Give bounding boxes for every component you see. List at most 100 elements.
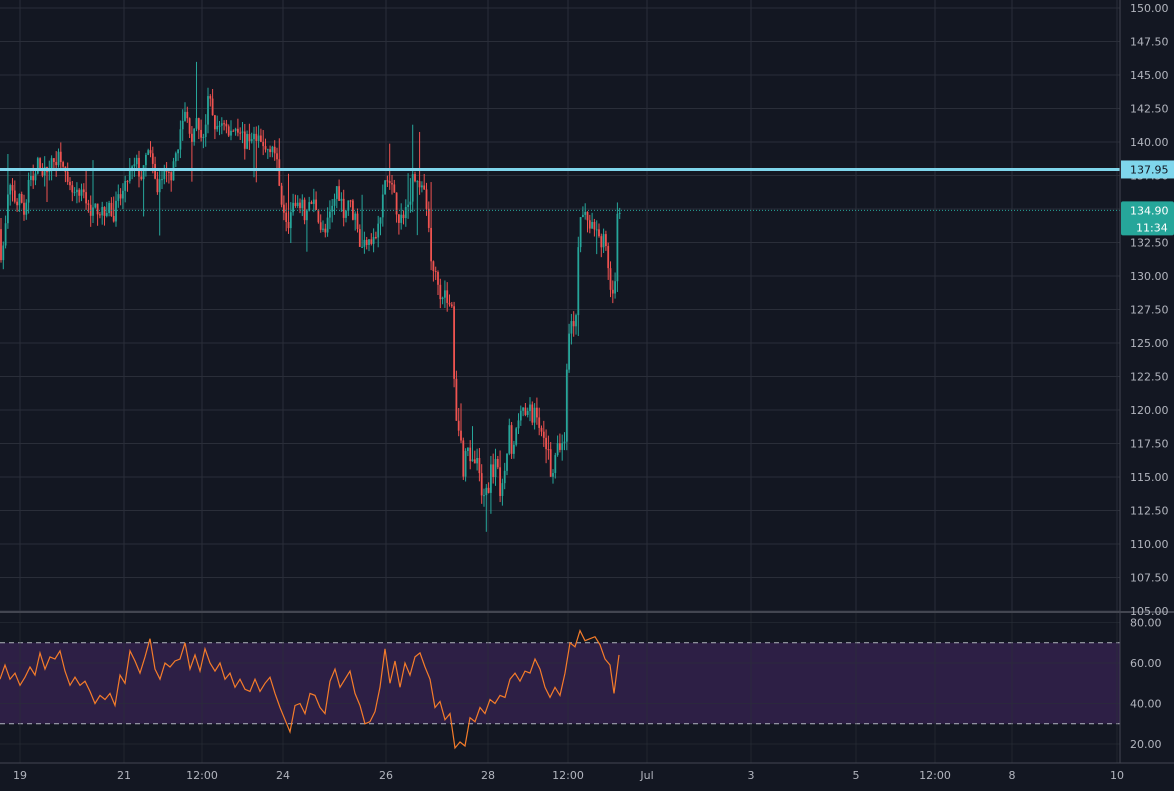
candle-body <box>467 447 469 451</box>
candle-body <box>529 404 531 412</box>
candle-body <box>448 302 451 305</box>
candle-body <box>105 213 108 216</box>
price-tick-label: 107.50 <box>1130 572 1169 585</box>
candle-body <box>181 120 184 130</box>
candle-body <box>416 181 419 183</box>
candle-body <box>108 202 110 214</box>
candle-body <box>7 194 9 224</box>
candle-body <box>115 200 117 222</box>
candle-body <box>572 321 575 327</box>
price-tick-label: 122.50 <box>1130 371 1169 384</box>
candle-body <box>18 193 21 206</box>
candle-body <box>469 447 472 462</box>
candle-body <box>4 223 7 246</box>
candle-body <box>230 130 232 136</box>
candle-body <box>195 118 198 129</box>
candle-body <box>398 214 400 223</box>
rsi-line <box>0 628 620 750</box>
candle-body <box>531 404 534 423</box>
candle-body <box>207 96 209 125</box>
candle-body <box>496 459 499 468</box>
price-tick-label: 130.00 <box>1130 270 1169 283</box>
candle-body <box>25 202 28 215</box>
candle-body <box>253 133 255 140</box>
candle-body <box>131 166 133 170</box>
candle-body <box>237 128 239 133</box>
candle-body <box>16 201 18 206</box>
rsi-grid <box>0 613 1120 763</box>
candle-body <box>614 281 616 294</box>
candle-body <box>570 321 573 334</box>
candle-body <box>545 437 547 450</box>
candle-body <box>34 173 37 181</box>
candle-body <box>588 220 591 229</box>
candle-body <box>602 234 605 248</box>
candle-body <box>400 214 403 223</box>
candle-body <box>197 118 200 130</box>
candle-body <box>73 192 76 194</box>
last-price-label-bg <box>1121 201 1174 236</box>
candle-body <box>414 174 416 182</box>
candle-body <box>87 203 90 205</box>
candle-body <box>292 202 294 213</box>
candle-body <box>41 168 44 176</box>
time-tick-label: 10 <box>1110 769 1124 782</box>
candle-body <box>43 166 46 176</box>
candle-body <box>391 183 393 185</box>
candle-body <box>446 290 449 303</box>
candle-body <box>487 487 490 493</box>
candle-body <box>177 149 179 154</box>
candle-body <box>163 170 166 180</box>
candle-body <box>513 444 515 454</box>
candle-body <box>430 227 432 262</box>
candle-body <box>368 239 370 245</box>
candle-body <box>552 473 554 477</box>
candle-body <box>103 206 106 216</box>
candle-body <box>112 215 115 222</box>
candle-body <box>101 206 104 216</box>
candle-body <box>149 150 152 154</box>
candle-body <box>133 164 136 167</box>
candle-body <box>395 192 398 215</box>
candle-body <box>453 306 455 379</box>
candle-body <box>377 223 380 238</box>
price-tick-label: 142.50 <box>1130 103 1169 116</box>
candle-body <box>561 443 564 450</box>
candle-body <box>204 124 207 137</box>
candle-body <box>50 158 53 170</box>
price-axis[interactable]: 150.00147.50145.00142.50140.00137.50135.… <box>1130 2 1169 618</box>
time-tick-label: 5 <box>853 769 860 782</box>
candle-body <box>439 284 442 300</box>
candle-body <box>457 420 460 431</box>
time-axis[interactable]: 19 21 12:00 24 26 28 12:00 Jul 3 5 12:00 8 10 <box>13 769 1124 782</box>
candle-body <box>216 126 219 130</box>
rsi-line-series <box>0 628 620 750</box>
candle-body <box>584 211 587 215</box>
price-tick-label: 105.00 <box>1130 605 1169 618</box>
candle-body <box>471 459 474 462</box>
candle-body <box>322 228 324 230</box>
candle-body <box>375 237 377 239</box>
candle-body <box>85 192 87 204</box>
candle-body <box>450 304 453 307</box>
rsi-axis[interactable]: 80.00 60.00 40.00 20.00 <box>1130 617 1162 752</box>
candle-body <box>124 181 127 191</box>
candle-body <box>57 151 60 166</box>
candle-body <box>239 132 242 134</box>
candle-body <box>269 149 271 153</box>
candle-body <box>225 123 228 127</box>
candle-body <box>326 217 329 233</box>
candle-body <box>82 189 85 193</box>
candle-body <box>262 141 265 147</box>
candle-body <box>39 158 41 169</box>
candle-body <box>248 134 251 142</box>
candle-body <box>20 193 23 203</box>
candle-body <box>464 450 467 477</box>
candle-body <box>510 425 513 454</box>
candle-body <box>593 222 596 230</box>
candle-body <box>605 234 607 247</box>
time-tick-label: 12:00 <box>919 769 951 782</box>
candle-body <box>559 443 561 450</box>
